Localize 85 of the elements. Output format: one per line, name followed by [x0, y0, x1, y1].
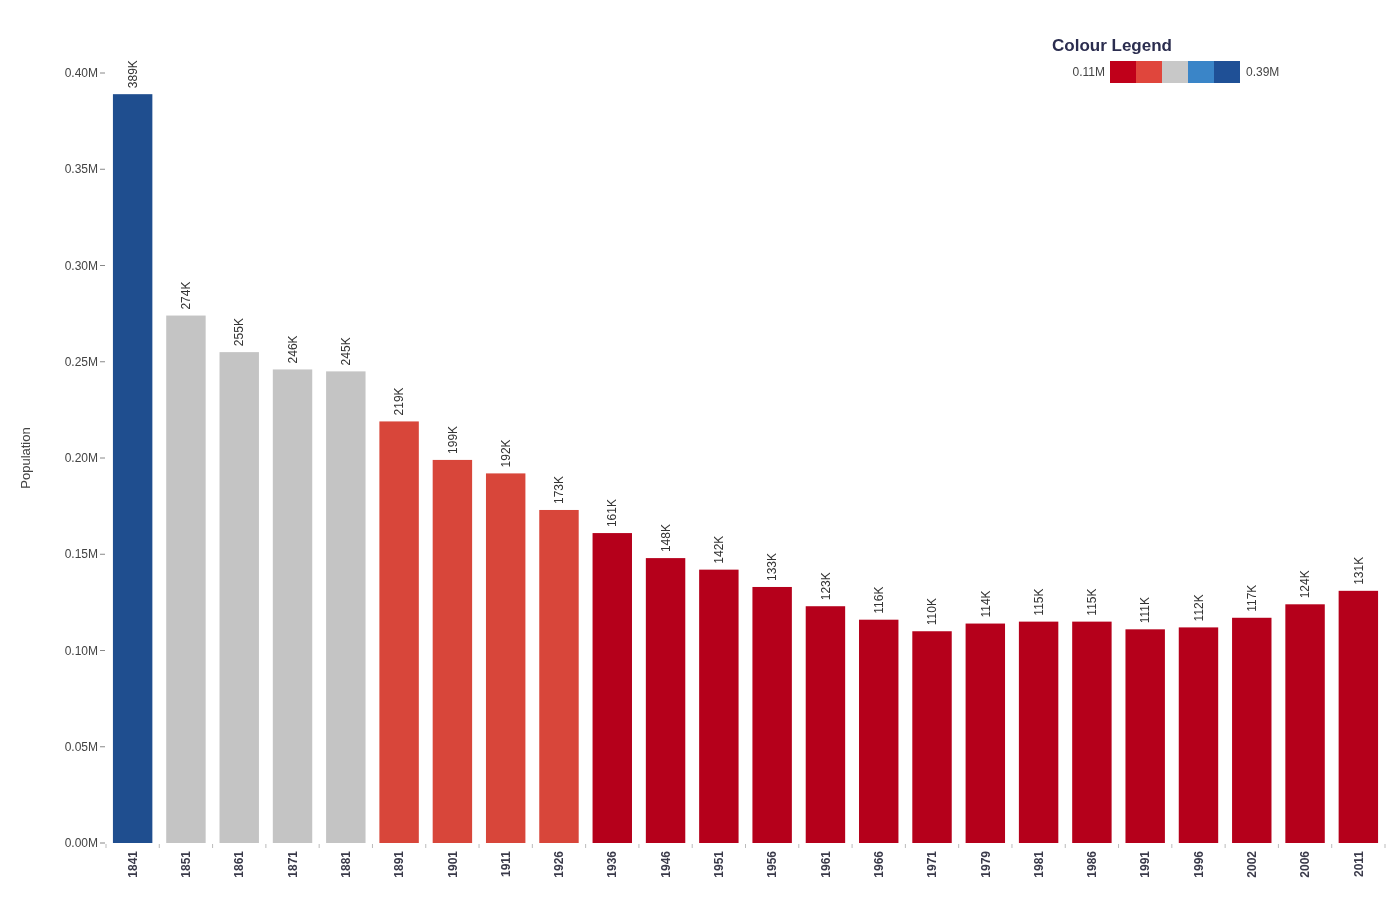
bar — [379, 421, 419, 843]
data-label: 389K — [125, 60, 140, 89]
bar — [112, 94, 153, 843]
bar — [1072, 621, 1112, 843]
data-label: 112K — [1191, 594, 1206, 622]
y-tick-label: 0.30M — [64, 258, 98, 273]
x-tick-label: 1871 — [285, 850, 300, 878]
bar — [859, 619, 899, 843]
x-tick-label: 2002 — [1244, 850, 1259, 878]
x-tick-label: 1971 — [925, 850, 940, 878]
color-bar-title: Colour Legend — [1052, 36, 1172, 55]
bar — [805, 606, 846, 843]
bar — [592, 533, 632, 843]
data-label: 133K — [765, 552, 780, 581]
x-tick-label: 1936 — [605, 850, 620, 878]
bar — [752, 586, 792, 843]
bar — [485, 473, 526, 843]
x-tick-label: 1881 — [339, 850, 354, 878]
x-tick-label: 1946 — [658, 850, 673, 878]
data-label: 274K — [179, 281, 194, 310]
bar — [219, 352, 259, 843]
data-label: 124K — [1298, 570, 1313, 599]
bar — [1178, 627, 1219, 843]
x-tick-label: 2006 — [1298, 850, 1313, 878]
bar — [432, 459, 473, 843]
color-bar-label: 0.11M — [1072, 65, 1105, 80]
data-label: 115K — [1085, 588, 1100, 616]
y-tick-label: 0.00M — [64, 836, 98, 851]
x-tick-label: 1979 — [978, 850, 993, 878]
bar — [645, 558, 686, 843]
bar — [1285, 604, 1325, 843]
data-label: 255K — [232, 318, 247, 347]
bar — [1018, 621, 1059, 843]
data-label: 110K — [925, 598, 940, 626]
data-label: 199K — [445, 425, 460, 454]
data-label: 131K — [1351, 556, 1366, 585]
x-tick-label: 1966 — [871, 850, 886, 878]
x-tick-label: 1981 — [1031, 850, 1046, 878]
y-tick-label: 0.05M — [64, 739, 98, 754]
y-tick-label: 0.10M — [64, 643, 98, 658]
y-tick-label: 0.40M — [64, 66, 98, 81]
data-label: 114K — [978, 590, 993, 618]
x-tick-label: 1861 — [232, 850, 247, 878]
bar — [272, 369, 313, 843]
bar — [539, 509, 579, 843]
x-tick-label: 1986 — [1085, 850, 1100, 878]
x-tick-label: 1991 — [1138, 850, 1153, 878]
x-tick-label: 1961 — [818, 850, 833, 878]
data-label: 246K — [285, 335, 300, 364]
x-tick-label: 1841 — [125, 850, 140, 878]
y-tick-label: 0.15M — [64, 547, 98, 562]
data-label: 219K — [392, 387, 407, 416]
x-tick-label: 1996 — [1191, 850, 1206, 878]
bar — [326, 371, 366, 843]
y-tick-label: 0.35M — [64, 162, 98, 177]
data-label: 111K — [1138, 597, 1153, 624]
bar — [1125, 629, 1165, 843]
data-label: 173K — [552, 475, 567, 504]
bar — [1338, 590, 1379, 843]
data-label: 161K — [605, 499, 620, 528]
bar — [1232, 617, 1272, 843]
x-tick-label: 2011 — [1351, 850, 1366, 878]
x-tick-label: 1901 — [445, 850, 460, 878]
data-label: 117K — [1244, 584, 1259, 612]
y-tick-label: 0.20M — [64, 451, 98, 466]
bar — [166, 315, 206, 843]
x-tick-label: 1951 — [712, 850, 727, 878]
data-label: 123K — [818, 572, 833, 601]
data-label: 115K — [1031, 588, 1046, 616]
x-tick-label: 1926 — [552, 850, 567, 878]
y-axis-title: Population — [18, 427, 33, 489]
bar — [699, 569, 739, 843]
x-tick-label: 1891 — [392, 850, 407, 878]
data-label: 148K — [658, 524, 673, 553]
x-tick-label: 1956 — [765, 850, 780, 878]
bar — [965, 623, 1006, 843]
data-label: 142K — [712, 535, 727, 564]
bar — [912, 631, 952, 843]
x-tick-label: 1911 — [498, 850, 513, 878]
data-label: 245K — [339, 337, 354, 366]
x-tick-label: 1851 — [179, 850, 194, 878]
color-bar-label: 0.39M — [1246, 65, 1280, 80]
data-label: 192K — [498, 439, 513, 468]
y-tick-label: 0.25M — [64, 354, 98, 369]
data-label: 116K — [871, 586, 886, 614]
